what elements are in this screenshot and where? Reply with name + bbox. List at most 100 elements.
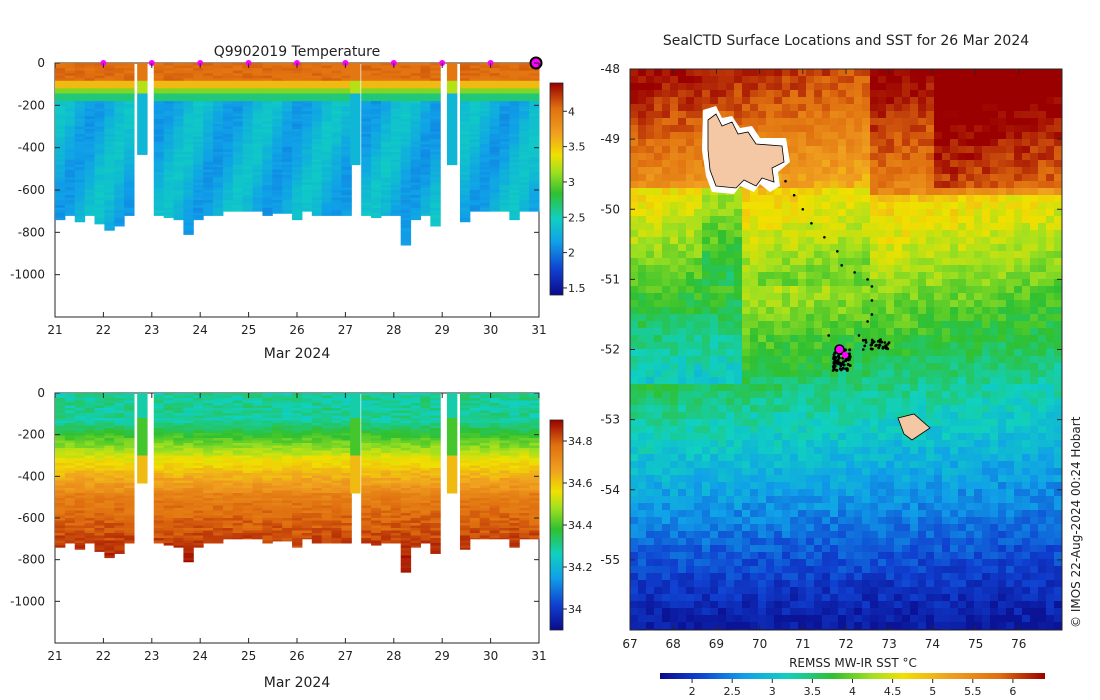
temp-cell [459,131,471,135]
sal-cell [272,485,283,489]
temp-cell [390,184,402,188]
temp-cell [292,146,303,150]
temp-cell [410,101,421,105]
temp-cell [410,207,421,211]
temp-cell [311,68,323,72]
sal-cell [301,395,313,399]
temp-cell [301,80,313,84]
temp-cell [410,116,421,120]
sal-cell [252,433,263,436]
sal-cell [262,538,273,541]
temp-cell [479,169,491,173]
sal-cell [203,518,214,521]
temp-cell [153,144,165,148]
temp-cell [183,174,194,178]
temp-cell [410,197,421,201]
temp-cell [222,179,234,183]
sal-cell [272,483,283,486]
sal-cell [262,508,273,511]
temp-cell [321,190,333,194]
sal-cell [242,535,254,539]
temp-cell [104,129,115,133]
temp-cell [410,172,421,176]
sal-cell [153,493,165,496]
sal-cell [173,453,184,456]
temp-cell [420,169,431,173]
sal-cell [272,433,283,436]
temp-cell [124,141,135,145]
sal-cell [153,415,165,419]
temp-cell [74,174,86,178]
temp-cell [114,116,125,120]
sal-cell [410,468,421,471]
temp-cell [311,113,323,117]
temp-cell [272,93,283,97]
sal-cell [410,498,421,501]
sal-cell [371,523,382,526]
temp-cell [242,70,254,74]
temp-cell [361,85,372,89]
sal-cell [311,410,323,414]
sal-cell [232,455,244,459]
temp-cell [262,197,273,201]
temp-cell [371,215,382,219]
sal-cell [84,398,96,401]
temp-cell [321,131,333,135]
temp-cell [380,106,392,110]
temp-cell [163,195,175,199]
temp-cell [124,210,135,214]
temp-cell [242,78,254,82]
temp-cell [242,167,254,171]
temp-cell [252,118,263,122]
sal-cell [390,495,402,499]
sal-cell [173,433,184,436]
temp-cell [213,139,224,143]
temp-cell [469,136,481,140]
temp-cell [446,68,458,72]
sal-cell [361,505,372,509]
temp-cell [222,93,234,97]
sal-cell [371,503,382,506]
temp-cell [193,164,204,168]
temp-cell [519,73,530,77]
temp-cell [430,98,441,102]
sal-cell [74,415,86,419]
sal-cell [361,460,372,464]
sal-cell [114,450,125,454]
temp-cell [74,182,86,186]
temp-cell [84,195,96,199]
temp-cell [64,162,76,166]
sal-cell [84,515,96,519]
temp-cell [203,134,214,138]
temp-cell [124,118,135,122]
temp-cell [193,174,204,178]
sal-cell [104,475,115,479]
temp-cell [242,75,254,79]
sal-cell [64,393,76,396]
temp-cell [153,167,165,171]
temp-cell [242,200,254,204]
temp-cell [74,101,86,105]
sal-cell [163,468,175,471]
sal-cell [380,505,392,509]
temp-cell [232,162,244,166]
temp-cell [262,205,273,209]
temp-cell [410,139,421,143]
temp-cell [203,116,214,120]
temp-cell [163,210,175,214]
temp-cell [193,111,204,115]
temp-cell [84,70,96,74]
sal-cell [203,490,214,494]
sal-cell [124,458,135,461]
sal-cell [183,440,194,444]
sal-cell [222,445,234,449]
temp-cell [361,210,372,214]
sal-cell [213,505,224,509]
temp-cell [242,187,254,191]
sal-cell [104,395,115,399]
temp-cell [213,68,224,72]
temp-cell [400,167,412,171]
temp-cell [380,83,392,87]
sal-cell [114,455,125,459]
sal-cell [203,398,214,401]
